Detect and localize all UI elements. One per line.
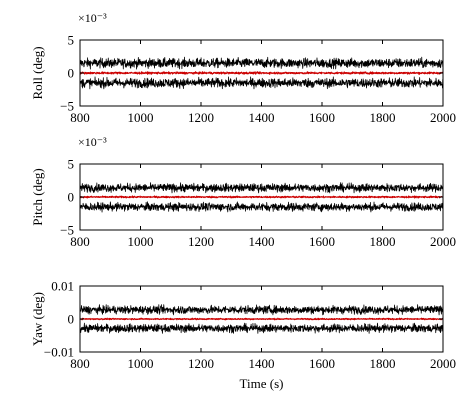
roll-x-tick-label: 1800 [370, 110, 396, 125]
roll-x-tick-label: 1400 [249, 110, 275, 125]
yaw-panel: 800 1000 1200 1400 1600 1800 2000 0.01 0 −0.01Yaw… [30, 279, 456, 392]
yaw-x-tick-label: 1800 [370, 356, 396, 371]
pitch-y-tick-label: 0 [68, 190, 75, 205]
pitch-y-tick-label: −5 [60, 223, 74, 238]
roll-series-2 [79, 76, 444, 90]
yaw-x-tick-label: 800 [70, 356, 90, 371]
yaw-y-tick-label: 0 [68, 312, 75, 327]
yaw-y-tick-label: −0.01 [44, 345, 74, 360]
pitch-x-tick-label: 800 [70, 234, 90, 249]
pitch-y-tick-label: 5 [68, 157, 75, 172]
roll-y-tick-label: 5 [68, 33, 75, 48]
yaw-y-axis-label: Yaw (deg) [30, 292, 45, 346]
pitch-series-3 [79, 195, 444, 199]
pitch-series-1 [79, 182, 444, 194]
roll-exponent-label: ×10⁻³ [78, 11, 107, 25]
pitch-x-tick-label: 1000 [128, 234, 154, 249]
roll-x-tick-label: 1600 [309, 110, 335, 125]
roll-panel: 800 1000 1200 1400 1600 1800 2000 5 0 −5 ×10⁻³ Roll… [30, 11, 456, 125]
roll-y-tick-label: −5 [60, 99, 74, 114]
roll-x-tick-label: 1200 [188, 110, 214, 125]
roll-series-1 [79, 56, 444, 70]
yaw-series-1 [79, 304, 444, 316]
roll-x-tick-label: 2000 [430, 110, 456, 125]
pitch-exponent-label: ×10⁻³ [78, 135, 107, 149]
pitch-x-tick-label: 1800 [370, 234, 396, 249]
pitch-panel: 800 1000 1200 1400 1600 1800 2000 5 0 −5 ×10⁻³ Pitc… [30, 135, 456, 249]
pitch-x-tick-label: 1200 [188, 234, 214, 249]
yaw-x-tick-label: 2000 [430, 356, 456, 371]
yaw-x-tick-label: 1600 [309, 356, 335, 371]
roll-series-3 [79, 71, 444, 75]
yaw-x-tick-label: 1200 [188, 356, 214, 371]
yaw-x-tick-label: 1000 [128, 356, 154, 371]
pitch-x-tick-label: 1400 [249, 234, 275, 249]
pitch-series-2 [79, 201, 444, 213]
roll-x-tick-label: 1000 [128, 110, 154, 125]
panels: 800 1000 1200 1400 1600 1800 2000 5 0 −5 ×10⁻³ Roll… [30, 11, 456, 391]
pitch-y-axis-label: Pitch (deg) [30, 168, 45, 225]
yaw-series-2 [79, 322, 444, 334]
yaw-x-tick-label: 1400 [249, 356, 275, 371]
yaw-y-tick-label: 0.01 [51, 279, 74, 294]
yaw-series-3 [79, 317, 444, 321]
roll-x-tick-label: 800 [70, 110, 90, 125]
roll-y-axis-label: Roll (deg) [30, 46, 45, 99]
pitch-x-tick-label: 2000 [430, 234, 456, 249]
pitch-x-tick-label: 1600 [309, 234, 335, 249]
yaw-x-axis-label: Time (s) [240, 376, 284, 391]
roll-y-tick-label: 0 [68, 66, 75, 81]
